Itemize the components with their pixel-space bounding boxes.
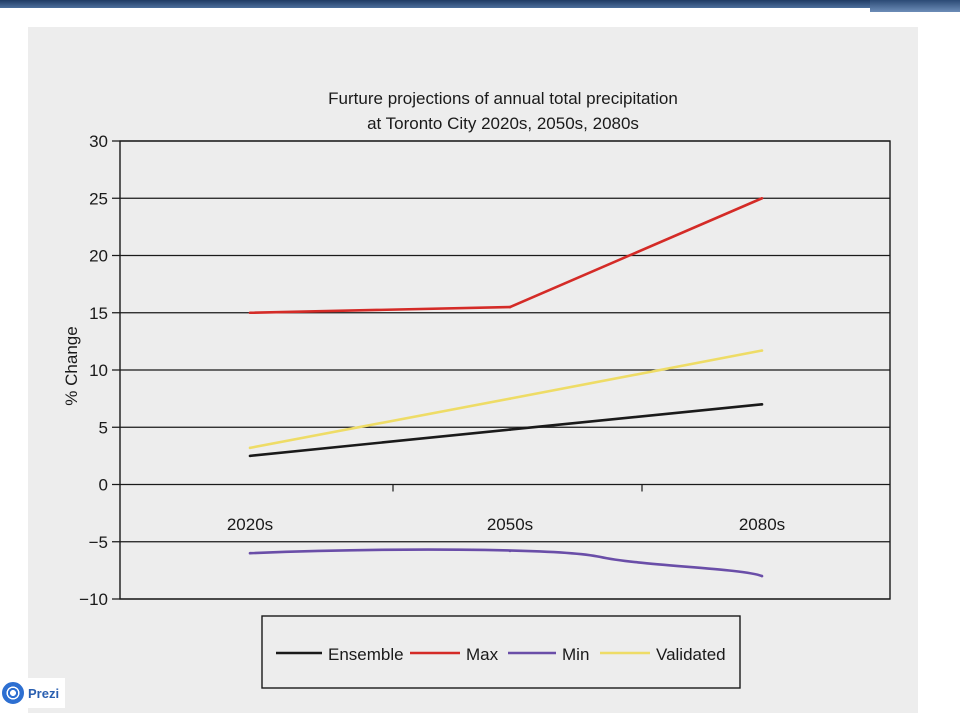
data-point-min [508, 549, 512, 553]
x-category-label: 2050s [487, 515, 533, 534]
legend-label-max: Max [466, 645, 499, 664]
series-line-validated [249, 349, 763, 450]
y-tick-label: 10 [89, 361, 108, 380]
data-point-validated [508, 397, 512, 400]
y-tick-label: 5 [99, 418, 108, 437]
y-tick-label: 0 [99, 476, 108, 495]
slide-top-bar [0, 0, 960, 8]
data-point-max [248, 311, 252, 315]
data-point-max [508, 305, 512, 309]
slide-top-bar-accent [870, 0, 960, 12]
legend-label-validated: Validated [656, 645, 726, 664]
data-point-min [760, 574, 764, 578]
y-tick-label: 25 [89, 189, 108, 208]
y-tick-label: −10 [79, 590, 108, 609]
x-category-label: 2080s [739, 515, 785, 534]
y-tick-label: 20 [89, 247, 108, 266]
data-point-ensemble [760, 403, 764, 406]
y-tick-label: 15 [89, 304, 108, 323]
prezi-label: Prezi [28, 685, 60, 701]
data-point-ensemble [248, 454, 252, 458]
legend-label-min: Min [562, 645, 589, 664]
series-line-ensemble [249, 403, 763, 458]
prezi-logo-icon [2, 682, 24, 704]
data-point-min [248, 551, 252, 555]
series-line-min [249, 548, 763, 578]
legend-box [261, 615, 741, 689]
y-tick-label: −5 [89, 533, 108, 552]
chart-title-line2: at Toronto City 2020s, 2050s, 2080s [367, 114, 639, 133]
data-point-ensemble [508, 428, 512, 431]
prezi-badge[interactable]: Prezi [0, 678, 66, 708]
data-point-validated [760, 349, 764, 352]
data-point-validated [248, 446, 252, 450]
chart-title-line1: Furture projections of annual total prec… [328, 89, 678, 108]
legend-label-ensemble: Ensemble [328, 645, 404, 664]
y-tick-label: 30 [89, 132, 108, 151]
y-axis-label: % Change [62, 326, 81, 405]
x-category-label: 2020s [227, 515, 273, 534]
data-point-max [760, 196, 764, 200]
